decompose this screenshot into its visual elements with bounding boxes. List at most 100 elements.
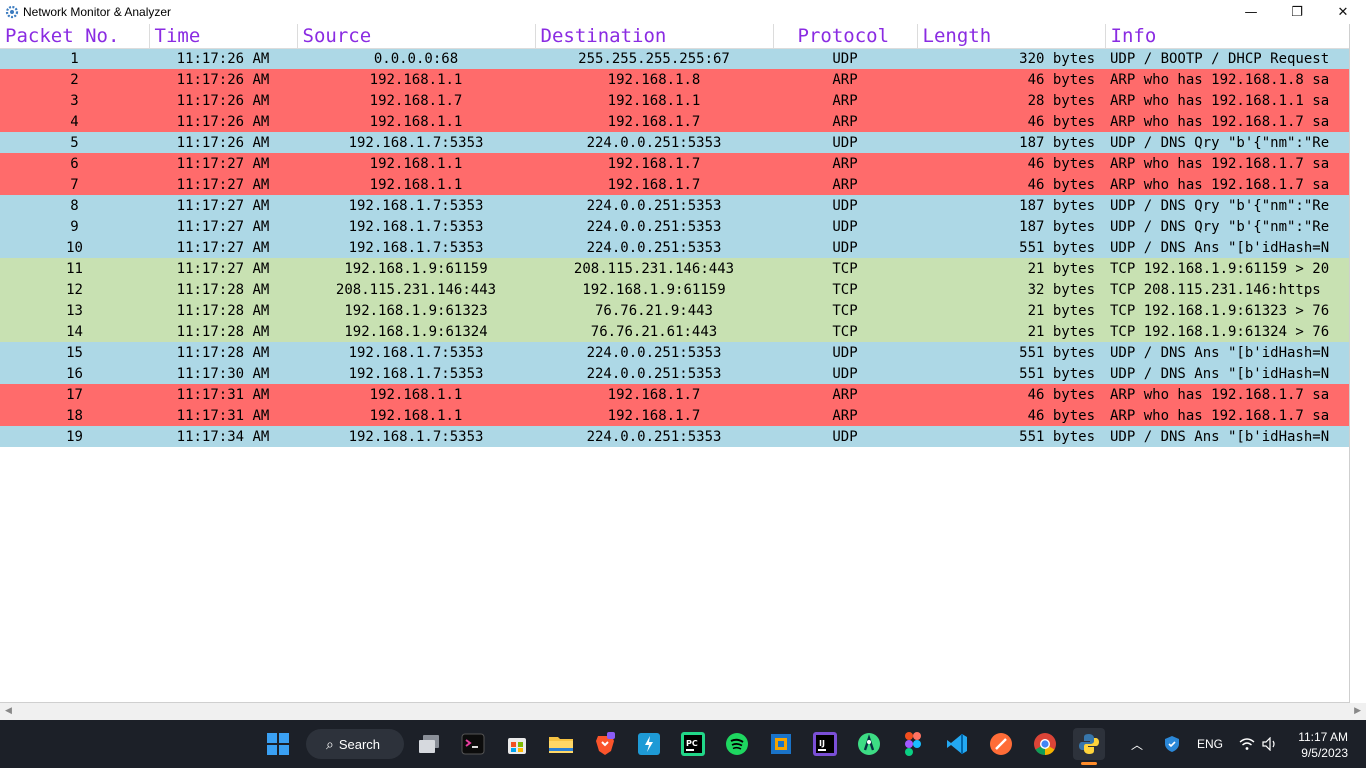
cell-protocol: UDP (773, 426, 917, 447)
gear-icon (4, 4, 20, 20)
cell-destination: 224.0.0.251:5353 (535, 426, 773, 447)
close-button[interactable]: ✕ (1337, 4, 1349, 20)
android-studio-icon[interactable] (853, 728, 885, 760)
postman-icon[interactable] (985, 728, 1017, 760)
maximize-button[interactable]: ❐ (1291, 4, 1303, 20)
table-row[interactable]: 7 11:17:27 AM 192.168.1.1 192.168.1.7 ARP 46 … (0, 174, 1349, 195)
security-shield-icon[interactable] (1163, 720, 1181, 768)
table-row[interactable]: 9 11:17:27 AM 192.168.1.7:5353 224.0.0.251:… (0, 216, 1349, 237)
column-header-info[interactable]: Info (1105, 24, 1349, 49)
chrome-icon[interactable] (1029, 728, 1061, 760)
cell-length: 21 bytes (917, 300, 1105, 321)
taskbar-clock[interactable]: 11:17 AM 9/5/2023 (1298, 729, 1348, 761)
cell-info: TCP 192.168.1.9:61323 > 76 (1105, 300, 1349, 321)
cell-packet-no: 14 (0, 321, 149, 342)
task-view-icon[interactable] (413, 728, 445, 760)
language-indicator[interactable]: ENG (1197, 737, 1224, 751)
cell-source: 192.168.1.1 (297, 174, 535, 195)
taskbar: ⌕ Search PC IJ (0, 720, 1366, 768)
minimize-button[interactable]: — (1244, 4, 1258, 20)
vscode-icon[interactable] (941, 728, 973, 760)
spotify-icon[interactable] (721, 728, 753, 760)
figma-icon[interactable] (897, 728, 929, 760)
cell-info: ARP who has 192.168.1.7 sa (1105, 174, 1349, 195)
cell-info: UDP / BOOTP / DHCP Request (1105, 48, 1349, 69)
cell-source: 0.0.0.0:68 (297, 48, 535, 69)
cell-packet-no: 3 (0, 90, 149, 111)
cell-destination: 224.0.0.251:5353 (535, 363, 773, 384)
cell-protocol: UDP (773, 363, 917, 384)
scroll-right-icon[interactable]: ▶ (1354, 706, 1361, 716)
cell-length: 46 bytes (917, 174, 1105, 195)
cell-info: UDP / DNS Ans "[b'idHash=N (1105, 426, 1349, 447)
table-row[interactable]: 10 11:17:27 AM 192.168.1.7:5353 224.0.0.251… (0, 237, 1349, 258)
cell-destination: 192.168.1.9:61159 (535, 279, 773, 300)
file-explorer-icon[interactable] (545, 728, 577, 760)
virtualbox-icon[interactable] (765, 728, 797, 760)
cell-destination: 224.0.0.251:5353 (535, 195, 773, 216)
cell-destination: 76.76.21.61:443 (535, 321, 773, 342)
table-row[interactable]: 18 11:17:31 AM 192.168.1.1 192.168.1.7 ARP 46… (0, 405, 1349, 426)
cell-time: 11:17:31 AM (149, 405, 297, 426)
table-row[interactable]: 8 11:17:27 AM 192.168.1.7:5353 224.0.0.251:… (0, 195, 1349, 216)
intellij-icon[interactable]: IJ (809, 728, 841, 760)
column-header-packet-no[interactable]: Packet No. (0, 24, 150, 49)
cell-protocol: TCP (773, 279, 917, 300)
cell-info: UDP / DNS Qry "b'{"nm":"Re (1105, 195, 1349, 216)
table-row[interactable]: 6 11:17:27 AM 192.168.1.1 192.168.1.7 ARP 46 … (0, 153, 1349, 174)
cell-destination: 224.0.0.251:5353 (535, 216, 773, 237)
python-icon[interactable] (1073, 728, 1105, 760)
table-row[interactable]: 19 11:17:34 AM 192.168.1.7:5353 224.0.0.251… (0, 426, 1349, 447)
scroll-left-icon[interactable]: ◀ (5, 706, 12, 716)
taskbar-search[interactable]: ⌕ Search (306, 729, 404, 759)
cell-protocol: ARP (773, 153, 917, 174)
table-row[interactable]: 2 11:17:26 AM 192.168.1.1 192.168.1.8 ARP 46 … (0, 69, 1349, 90)
cell-length: 551 bytes (917, 342, 1105, 363)
table-row[interactable]: 11 11:17:27 AM 192.168.1.9:61159 208.115.23… (0, 258, 1349, 279)
search-icon: ⌕ (326, 735, 334, 752)
table-row[interactable]: 15 11:17:28 AM 192.168.1.7:5353 224.0.0.251… (0, 342, 1349, 363)
column-header-destination[interactable]: Destination (535, 24, 774, 49)
cell-info: ARP who has 192.168.1.7 sa (1105, 111, 1349, 132)
show-hidden-icons-icon[interactable]: ︿ (1131, 737, 1144, 752)
terminal-icon[interactable] (457, 728, 489, 760)
cell-time: 11:17:27 AM (149, 237, 297, 258)
column-header-source[interactable]: Source (297, 24, 536, 49)
cell-protocol: ARP (773, 405, 917, 426)
column-header-time[interactable]: Time (149, 24, 298, 49)
table-row[interactable]: 3 11:17:26 AM 192.168.1.7 192.168.1.1 ARP 28 … (0, 90, 1349, 111)
pycharm-icon[interactable]: PC (677, 728, 709, 760)
cell-destination: 192.168.1.1 (535, 90, 773, 111)
column-header-protocol[interactable]: Protocol (773, 24, 918, 49)
cell-time: 11:17:34 AM (149, 426, 297, 447)
table-row[interactable]: 1 11:17:26 AM 0.0.0.0:68 255.255.255.255:67… (0, 48, 1349, 69)
cell-source: 192.168.1.9:61324 (297, 321, 535, 342)
app-icon[interactable] (633, 728, 665, 760)
cell-length: 46 bytes (917, 405, 1105, 426)
table-row[interactable]: 16 11:17:30 AM 192.168.1.7:5353 224.0.0.251… (0, 363, 1349, 384)
cell-protocol: UDP (773, 48, 917, 69)
table-row[interactable]: 13 11:17:28 AM 192.168.1.9:61323 76.76.21.9… (0, 300, 1349, 321)
cell-packet-no: 5 (0, 132, 149, 153)
cell-packet-no: 17 (0, 384, 149, 405)
table-row[interactable]: 5 11:17:26 AM 192.168.1.7:5353 224.0.0.251:… (0, 132, 1349, 153)
volume-icon[interactable] (1262, 720, 1278, 768)
horizontal-scrollbar[interactable]: ◀ ▶ (0, 703, 1366, 720)
cell-destination: 192.168.1.7 (535, 111, 773, 132)
windows-start-icon[interactable] (262, 728, 294, 760)
cell-info: ARP who has 192.168.1.8 sa (1105, 69, 1349, 90)
cell-packet-no: 4 (0, 111, 149, 132)
cell-packet-no: 11 (0, 258, 149, 279)
table-row[interactable]: 12 11:17:28 AM 208.115.231.146:443 192.168.… (0, 279, 1349, 300)
table-row[interactable]: 17 11:17:31 AM 192.168.1.1 192.168.1.7 ARP 46… (0, 384, 1349, 405)
column-header-length[interactable]: Length (917, 24, 1106, 49)
brave-browser-icon[interactable] (589, 728, 621, 760)
cell-length: 187 bytes (917, 195, 1105, 216)
cell-destination: 192.168.1.7 (535, 384, 773, 405)
wifi-icon[interactable] (1239, 720, 1255, 768)
cell-protocol: ARP (773, 174, 917, 195)
table-row[interactable]: 4 11:17:26 AM 192.168.1.1 192.168.1.7 ARP 46 … (0, 111, 1349, 132)
microsoft-store-icon[interactable] (501, 728, 533, 760)
cell-info: UDP / DNS Qry "b'{"nm":"Re (1105, 216, 1349, 237)
table-row[interactable]: 14 11:17:28 AM 192.168.1.9:61324 76.76.21.6… (0, 321, 1349, 342)
